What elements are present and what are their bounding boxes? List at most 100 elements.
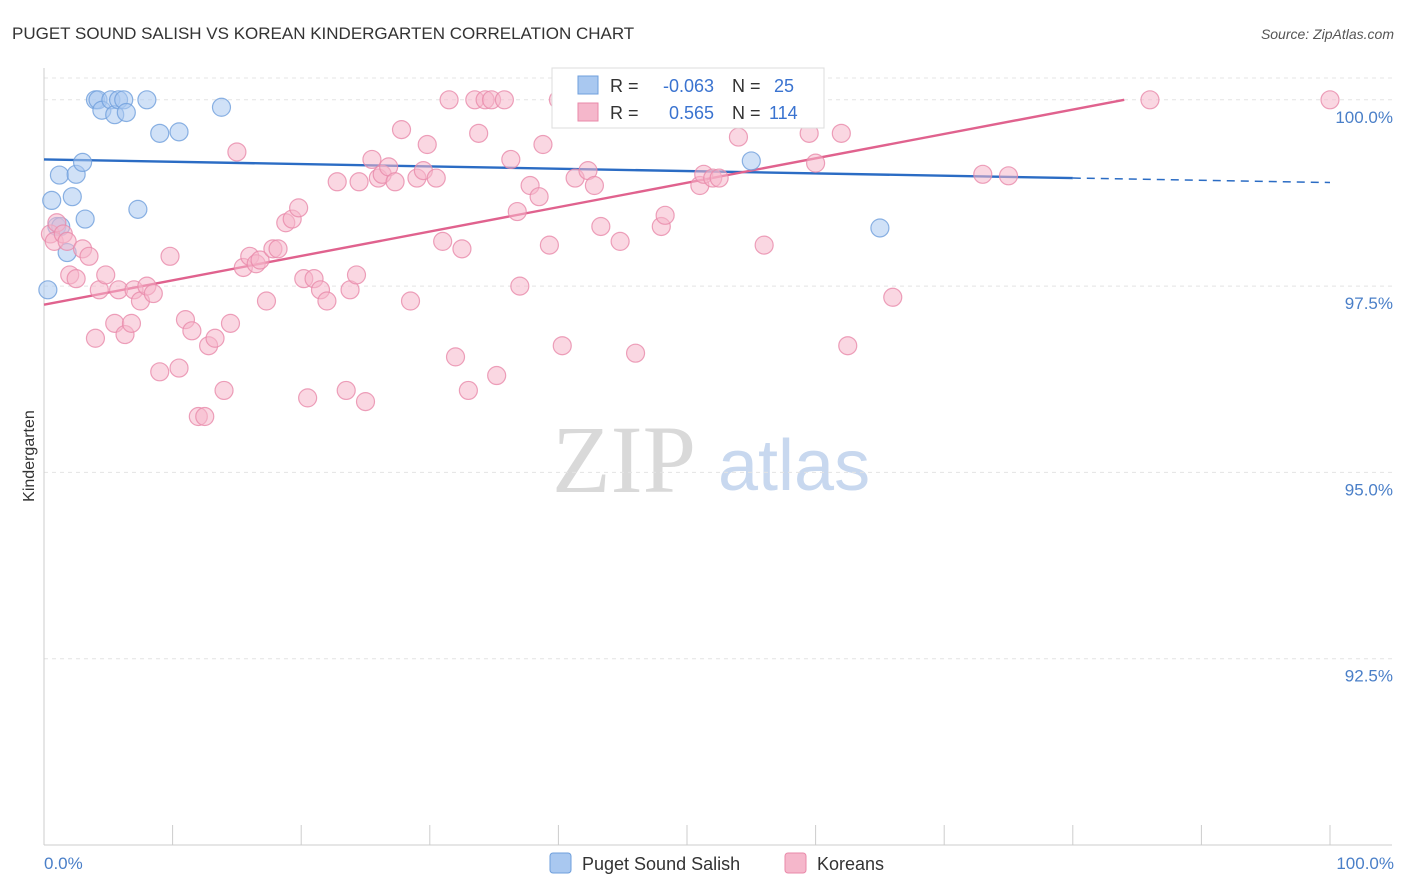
- watermark-atlas: atlas: [718, 426, 870, 506]
- korean-point-59: [400, 291, 421, 311]
- korean-point-77: [510, 276, 530, 296]
- korean-point-36: [256, 291, 277, 311]
- korean-point-110: [883, 287, 903, 307]
- korean-point-83: [552, 336, 572, 356]
- korean-point-89: [591, 216, 611, 237]
- korean-point-6: [66, 269, 86, 289]
- korean-point-22: [169, 358, 189, 378]
- x-tick-label-max: 100.0%: [1336, 854, 1394, 873]
- salish-point-21: [169, 122, 189, 142]
- korean-point-88: [584, 175, 605, 196]
- korean-point-57: [385, 172, 405, 192]
- salish-point-4: [49, 165, 70, 185]
- korean-point-26: [195, 406, 215, 427]
- korean-point-9: [85, 328, 106, 348]
- salish-point-0: [38, 280, 58, 300]
- korean-point-102: [709, 168, 729, 188]
- salish-point-24: [870, 218, 890, 238]
- korean-point-65: [439, 90, 459, 110]
- salish-trend-line: [43, 158, 1073, 180]
- korean-point-91: [610, 231, 630, 251]
- korean-point-41: [289, 198, 309, 218]
- salish-point-18: [128, 199, 148, 219]
- y-tick-label-1: 97.5%: [1345, 294, 1393, 313]
- korean-point-47: [327, 172, 347, 192]
- stats-n-label-salish: N =: [732, 76, 761, 96]
- korean-point-64: [433, 231, 453, 251]
- korean-point-62: [417, 134, 437, 155]
- legend-swatch-salish: [549, 852, 572, 874]
- korean-point-31: [227, 142, 247, 162]
- stats-n-koreans: 114: [769, 103, 798, 123]
- korean-trend-line: [43, 98, 1125, 306]
- korean-point-76: [507, 201, 527, 222]
- korean-point-50: [346, 265, 367, 285]
- korean-point-93: [625, 343, 646, 363]
- korean-point-74: [494, 90, 514, 110]
- korean-point-66: [445, 347, 466, 367]
- y-tick-label-0: 100.0%: [1335, 108, 1393, 127]
- stats-r-koreans: 0.565: [669, 103, 714, 123]
- y-tick-label-3: 92.5%: [1345, 667, 1393, 686]
- korean-point-75: [501, 149, 521, 170]
- korean-point-51: [349, 172, 369, 192]
- korean-point-103: [728, 127, 749, 147]
- stats-box: R = -0.063 N = 25 R = 0.565 N = 114: [551, 67, 825, 129]
- korean-point-30: [220, 313, 241, 333]
- korean-point-80: [533, 134, 553, 155]
- salish-trend-extension: [1072, 177, 1331, 184]
- korean-point-8: [79, 246, 99, 266]
- salish-point-6: [62, 187, 82, 207]
- stats-r-salish: -0.063: [663, 76, 714, 96]
- salish-point-17: [116, 102, 136, 123]
- stats-swatch-salish: [577, 75, 599, 95]
- korean-point-48: [336, 380, 356, 401]
- salish-point-19: [137, 90, 157, 110]
- chart-title: PUGET SOUND SALISH VS KOREAN KINDERGARTE…: [12, 24, 634, 43]
- stats-r-label-salish: R =: [610, 76, 639, 96]
- y-axis-label: Kindergarten: [21, 410, 38, 502]
- korean-point-21: [160, 246, 180, 266]
- korean-point-112: [998, 166, 1019, 186]
- korean-point-79: [529, 187, 549, 207]
- korean-point-28: [205, 328, 225, 348]
- korean-point-68: [458, 380, 478, 401]
- legend-label-salish: Puget Sound Salish: [582, 854, 740, 874]
- korean-point-20: [150, 362, 170, 382]
- chart-source: Source: ZipAtlas.com: [1261, 26, 1394, 42]
- korean-point-70: [469, 123, 489, 143]
- korean-point-4: [57, 231, 77, 251]
- korean-point-52: [355, 392, 376, 412]
- salish-point-9: [75, 209, 95, 229]
- korean-point-96: [655, 205, 675, 225]
- stats-swatch-koreans: [577, 102, 599, 122]
- watermark: ZIP atlas: [552, 406, 870, 513]
- korean-point-24: [182, 321, 202, 341]
- watermark-zip: ZIP: [552, 406, 696, 513]
- korean-point-38: [268, 239, 288, 259]
- stats-n-label-koreans: N =: [732, 103, 761, 123]
- salish-point-8: [72, 152, 93, 173]
- korean-point-107: [805, 153, 826, 173]
- korean-point-58: [391, 120, 412, 140]
- korean-point-46: [317, 291, 337, 311]
- korean-point-63: [426, 168, 446, 188]
- trend-lines: [43, 98, 1331, 306]
- salish-point-1: [42, 190, 62, 211]
- stats-n-salish: 25: [774, 76, 794, 96]
- salish-point-23: [741, 151, 761, 171]
- korean-point-43: [298, 388, 318, 408]
- korean-point-113: [1140, 90, 1160, 110]
- korean-point-81: [539, 235, 559, 255]
- korean-point-109: [838, 336, 858, 356]
- korean-point-19: [143, 283, 163, 304]
- korean-point-67: [452, 239, 472, 259]
- salish-point-22: [211, 97, 232, 117]
- korean-point-114: [1320, 90, 1340, 110]
- korean-point-29: [214, 380, 234, 401]
- korean-point-73: [487, 365, 507, 386]
- korean-point-104: [754, 235, 774, 255]
- korean-point-11: [96, 265, 116, 285]
- korean-point-111: [973, 164, 993, 184]
